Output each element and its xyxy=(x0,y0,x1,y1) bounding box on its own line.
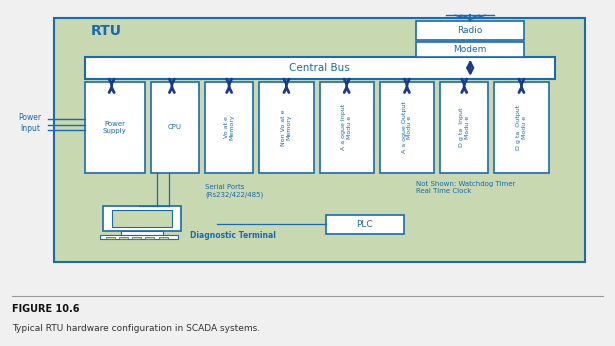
Bar xyxy=(132,237,141,239)
Bar xyxy=(416,42,525,57)
Text: Diagnostic Terminal: Diagnostic Terminal xyxy=(190,231,276,240)
Text: D g ta  Input
Modu e: D g ta Input Modu e xyxy=(459,108,470,147)
Bar xyxy=(84,82,145,173)
Bar xyxy=(106,237,114,239)
Bar xyxy=(494,82,549,173)
Text: Non Vo at e
Memory: Non Vo at e Memory xyxy=(281,109,292,146)
Text: Vo at e
Memory: Vo at e Memory xyxy=(224,115,234,140)
Text: CPU: CPU xyxy=(168,124,182,130)
Text: Power
Input: Power Input xyxy=(18,113,41,133)
Bar xyxy=(380,82,434,173)
Bar xyxy=(320,82,374,173)
Bar xyxy=(112,210,172,227)
Bar xyxy=(84,57,555,79)
Text: FIGURE 10.6: FIGURE 10.6 xyxy=(12,304,80,314)
Text: Power
Supply: Power Supply xyxy=(103,121,127,134)
Text: Serial Ports
(Rs232/422/485): Serial Ports (Rs232/422/485) xyxy=(205,184,263,198)
Bar xyxy=(440,82,488,173)
Text: Central Bus: Central Bus xyxy=(289,63,350,73)
Bar xyxy=(159,237,168,239)
Text: RTU: RTU xyxy=(90,24,122,37)
Bar xyxy=(145,237,154,239)
Bar xyxy=(205,82,253,173)
Bar xyxy=(121,231,163,235)
Text: Typical RTU hardware configuration in SCADA systems.: Typical RTU hardware configuration in SC… xyxy=(12,324,260,333)
Bar xyxy=(103,206,181,231)
Text: A a ogue Output
Modu e: A a ogue Output Modu e xyxy=(402,101,412,153)
Bar xyxy=(325,215,404,234)
Bar xyxy=(260,82,314,173)
Bar xyxy=(100,235,178,239)
Bar xyxy=(416,21,525,40)
Text: PLC: PLC xyxy=(357,220,373,229)
Text: D g ta  Output
Modu e: D g ta Output Modu e xyxy=(516,105,527,150)
Text: A a ogue Input
Modu e: A a ogue Input Modu e xyxy=(341,104,352,151)
Text: Modem: Modem xyxy=(453,45,487,54)
Bar xyxy=(54,18,585,262)
Text: Not Shown: Watchdog Timer
Real Time Clock: Not Shown: Watchdog Timer Real Time Cloc… xyxy=(416,181,515,194)
Bar xyxy=(151,82,199,173)
Text: Radio: Radio xyxy=(458,26,483,35)
Bar xyxy=(119,237,128,239)
